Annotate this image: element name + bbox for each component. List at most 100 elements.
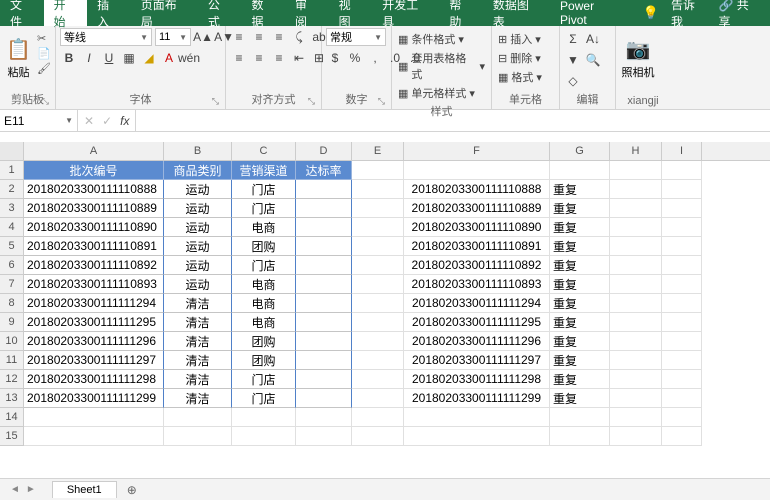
cell[interactable]: 运动	[164, 199, 232, 218]
cell[interactable]: 清洁	[164, 313, 232, 332]
col-header-F[interactable]: F	[404, 142, 550, 160]
cell[interactable]	[662, 389, 702, 408]
cell[interactable]	[610, 389, 662, 408]
cell[interactable]	[662, 256, 702, 275]
paste-button[interactable]: 📋 粘贴	[4, 28, 33, 88]
cell[interactable]	[662, 351, 702, 370]
cell[interactable]	[610, 332, 662, 351]
tab-10[interactable]: 数据图表	[483, 0, 550, 26]
row-header[interactable]: 6	[0, 256, 24, 275]
cell[interactable]	[550, 161, 610, 180]
cell[interactable]: 营销渠道	[232, 161, 296, 180]
cell[interactable]: 20180203300111111299	[404, 389, 550, 408]
cell[interactable]: 20180203300111111297	[404, 351, 550, 370]
cell[interactable]	[296, 256, 352, 275]
cell[interactable]: 20180203300111111294	[404, 294, 550, 313]
cell[interactable]: 重复	[550, 218, 610, 237]
fx-icon[interactable]: fx	[120, 114, 129, 128]
cell[interactable]	[352, 161, 404, 180]
cell[interactable]: 重复	[550, 370, 610, 389]
increase-font-icon[interactable]: A▲	[194, 28, 212, 46]
align-bot-icon[interactable]: ≡	[270, 28, 288, 46]
cell[interactable]: 20180203300111111296	[404, 332, 550, 351]
cell[interactable]: 20180203300111110889	[24, 199, 164, 218]
tab-9[interactable]: 帮助	[439, 0, 483, 26]
cell[interactable]: 清洁	[164, 370, 232, 389]
enter-icon[interactable]: ✓	[102, 114, 112, 128]
comma-icon[interactable]: ,	[366, 49, 384, 67]
cell[interactable]	[232, 408, 296, 427]
cell[interactable]	[404, 161, 550, 180]
cell[interactable]	[662, 408, 702, 427]
cell[interactable]	[24, 427, 164, 446]
clear-icon[interactable]: ◇	[564, 72, 582, 90]
cell[interactable]	[352, 408, 404, 427]
table-format-button[interactable]: ▦ 套用表格格式 ▾	[396, 49, 487, 83]
cell[interactable]	[662, 199, 702, 218]
cancel-icon[interactable]: ✕	[84, 114, 94, 128]
font-size-select[interactable]: 11▼	[155, 28, 191, 46]
cell[interactable]	[296, 218, 352, 237]
camera-button[interactable]: 📷 照相机	[620, 28, 656, 88]
cell[interactable]: 门店	[232, 199, 296, 218]
fill-color-button[interactable]: ◢	[140, 49, 158, 67]
row-header[interactable]: 4	[0, 218, 24, 237]
cell[interactable]	[610, 294, 662, 313]
name-box[interactable]: E11▼	[0, 110, 78, 131]
row-header[interactable]: 10	[0, 332, 24, 351]
cell[interactable]	[610, 256, 662, 275]
cell[interactable]: 团购	[232, 332, 296, 351]
cell[interactable]	[404, 408, 550, 427]
select-all-corner[interactable]	[0, 142, 24, 160]
cell[interactable]: 20180203300111111299	[24, 389, 164, 408]
cell[interactable]	[662, 161, 702, 180]
cell[interactable]: 运动	[164, 237, 232, 256]
cell[interactable]: 20180203300111110892	[404, 256, 550, 275]
cell[interactable]: 门店	[232, 389, 296, 408]
align-center-icon[interactable]: ≡	[250, 49, 268, 67]
cell[interactable]: 重复	[550, 313, 610, 332]
cell[interactable]	[610, 427, 662, 446]
tell-me[interactable]: 告诉我	[671, 0, 706, 30]
cell[interactable]: 20180203300111110888	[404, 180, 550, 199]
row-header[interactable]: 7	[0, 275, 24, 294]
currency-icon[interactable]: $	[326, 49, 344, 67]
number-format-select[interactable]: 常规▼	[326, 28, 386, 46]
row-header[interactable]: 9	[0, 313, 24, 332]
tab-11[interactable]: Power Pivot	[550, 0, 633, 26]
cut-icon[interactable]: ✂	[37, 32, 51, 45]
align-left-icon[interactable]: ≡	[230, 49, 248, 67]
cell[interactable]	[296, 351, 352, 370]
cell[interactable]	[352, 389, 404, 408]
cell[interactable]: 20180203300111110892	[24, 256, 164, 275]
row-header[interactable]: 13	[0, 389, 24, 408]
format-painter-icon[interactable]: 🖌	[37, 62, 51, 75]
align-mid-icon[interactable]: ≡	[250, 28, 268, 46]
cell[interactable]	[610, 237, 662, 256]
cell[interactable]	[232, 427, 296, 446]
cell[interactable]	[352, 370, 404, 389]
cell[interactable]: 团购	[232, 237, 296, 256]
align-right-icon[interactable]: ≡	[270, 49, 288, 67]
cell[interactable]	[352, 313, 404, 332]
cell[interactable]	[164, 427, 232, 446]
cell[interactable]: 清洁	[164, 332, 232, 351]
tab-6[interactable]: 审阅	[285, 0, 329, 26]
tab-7[interactable]: 视图	[329, 0, 373, 26]
cell[interactable]	[352, 180, 404, 199]
cell[interactable]: 重复	[550, 256, 610, 275]
cell[interactable]	[352, 351, 404, 370]
row-header[interactable]: 14	[0, 408, 24, 427]
cell[interactable]: 团购	[232, 351, 296, 370]
cell[interactable]	[352, 427, 404, 446]
col-header-A[interactable]: A	[24, 142, 164, 160]
cell[interactable]	[352, 275, 404, 294]
cell[interactable]	[24, 408, 164, 427]
find-icon[interactable]: 🔍	[584, 51, 602, 69]
insert-button[interactable]: ⊞ 插入 ▾	[496, 30, 543, 48]
cell[interactable]: 20180203300111111296	[24, 332, 164, 351]
percent-icon[interactable]: %	[346, 49, 364, 67]
row-header[interactable]: 15	[0, 427, 24, 446]
cell[interactable]	[352, 237, 404, 256]
cell[interactable]: 20180203300111110893	[404, 275, 550, 294]
